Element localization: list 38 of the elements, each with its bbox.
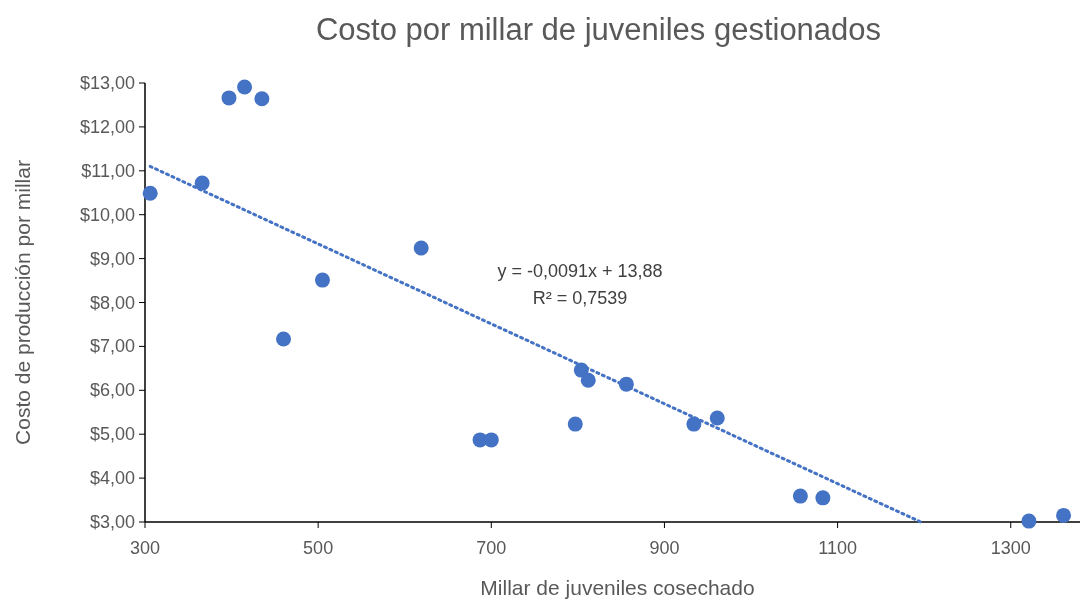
y-tick-label: $8,00 [89, 292, 135, 313]
y-axis-title: Costo de producción por millar [11, 160, 34, 445]
point [254, 91, 270, 107]
point [142, 185, 158, 201]
x-tick-label: 1100 [818, 538, 857, 558]
y-tick-label: $12,00 [79, 116, 135, 137]
x-tick-label: 1300 [990, 538, 1031, 558]
annotation: y = -0,0091x + 13,88 [497, 261, 663, 281]
point [314, 272, 330, 288]
point [483, 432, 499, 448]
point [567, 416, 583, 432]
y-tick-label: $6,00 [89, 380, 135, 401]
y-tick-label: $3,00 [89, 512, 135, 532]
point [237, 79, 253, 95]
x-axis-title: Millar de juveniles cosechado [480, 576, 755, 599]
x-tick-label: 700 [476, 538, 507, 558]
y-tick-label: $7,00 [89, 336, 135, 357]
y-tick-label: $11,00 [81, 160, 135, 181]
point [709, 410, 725, 426]
point [580, 372, 596, 388]
point [194, 175, 210, 191]
point [815, 490, 831, 506]
annotation: R² = 0,7539 [532, 288, 628, 308]
y-tick-label: $4,00 [89, 468, 135, 489]
x-tick-label: 300 [129, 538, 161, 558]
point [1056, 507, 1072, 523]
x-tick-label: 900 [649, 538, 680, 558]
point [276, 331, 292, 347]
y-tick-label: $13,00 [79, 73, 135, 93]
point [221, 90, 237, 106]
chart-title: Costo por millar de juveniles gestionados [315, 12, 882, 47]
point [1021, 513, 1037, 529]
y-tick-label: $10,00 [79, 204, 135, 225]
y-tick-label: $9,00 [89, 248, 135, 269]
point [792, 488, 808, 504]
x-tick-label: 500 [303, 538, 334, 558]
y-tick-label: $5,00 [89, 424, 135, 445]
point [413, 240, 429, 256]
